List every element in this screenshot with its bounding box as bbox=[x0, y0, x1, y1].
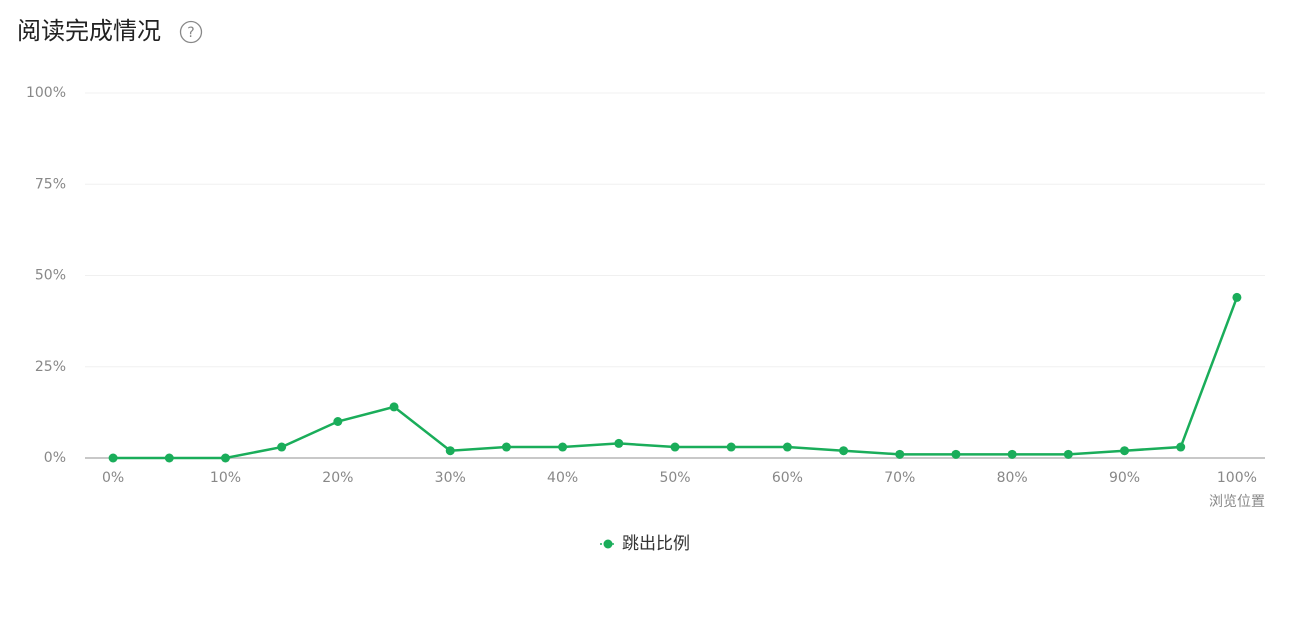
y-tick-label: 100% bbox=[26, 85, 66, 101]
y-tick-label: 0% bbox=[44, 450, 66, 466]
x-axis-label: 浏览位置 bbox=[1209, 494, 1265, 510]
data-point bbox=[670, 442, 680, 452]
x-tick-label: 70% bbox=[884, 470, 915, 486]
data-point bbox=[895, 449, 905, 459]
x-tick-label: 40% bbox=[547, 470, 578, 486]
data-point bbox=[277, 442, 287, 452]
x-tick-label: 20% bbox=[322, 470, 353, 486]
data-point bbox=[333, 417, 343, 426]
x-tick-label: 80% bbox=[997, 470, 1028, 486]
data-point bbox=[1120, 446, 1130, 456]
data-point bbox=[726, 442, 736, 452]
data-point bbox=[839, 446, 849, 456]
x-tick-label: 50% bbox=[659, 470, 690, 486]
x-tick-label: 90% bbox=[1109, 470, 1140, 486]
legend-marker bbox=[603, 539, 613, 549]
data-point bbox=[445, 446, 455, 456]
data-point bbox=[1232, 292, 1242, 302]
data-point bbox=[1007, 449, 1017, 459]
data-point bbox=[558, 442, 568, 452]
data-point bbox=[501, 442, 511, 452]
x-tick-label: 60% bbox=[772, 470, 803, 486]
legend-label: 跳出比例 bbox=[622, 534, 690, 554]
y-tick-label: 25% bbox=[35, 359, 66, 375]
help-icon[interactable] bbox=[179, 20, 203, 44]
y-tick-label: 75% bbox=[35, 176, 66, 192]
y-tick-label: 50% bbox=[35, 268, 66, 284]
data-point bbox=[1063, 449, 1073, 459]
series-line bbox=[113, 296, 1239, 460]
data-point bbox=[951, 449, 961, 459]
help-icon-text[interactable]: ? bbox=[187, 25, 194, 41]
data-point bbox=[220, 453, 230, 463]
chart-title: 阅读完成情况 bbox=[17, 17, 161, 45]
x-tick-label: 30% bbox=[435, 470, 466, 486]
data-point bbox=[389, 402, 399, 412]
data-point bbox=[782, 442, 792, 452]
x-tick-label: 10% bbox=[210, 470, 241, 486]
data-point bbox=[614, 438, 624, 448]
data-point bbox=[1176, 442, 1186, 452]
x-tick-label: 100% bbox=[1217, 470, 1257, 486]
x-tick-label: 0% bbox=[102, 470, 124, 486]
data-point bbox=[108, 453, 118, 463]
data-point bbox=[164, 453, 174, 463]
